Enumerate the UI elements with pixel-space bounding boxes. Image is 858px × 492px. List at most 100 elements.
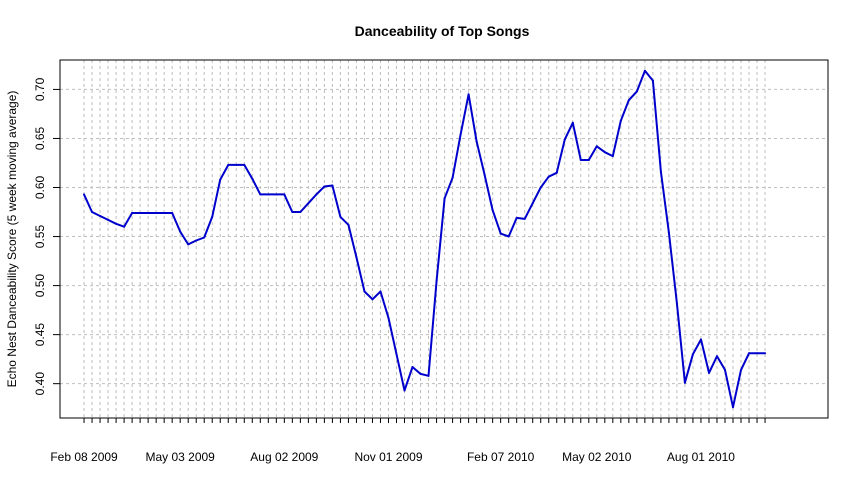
data-point: [740, 368, 743, 371]
data-point: [187, 243, 190, 246]
data-point: [539, 186, 542, 189]
data-point: [595, 145, 598, 148]
data-point: [659, 170, 662, 173]
data-point: [219, 178, 222, 181]
data-point: [499, 232, 502, 235]
data-point: [723, 368, 726, 371]
x-tick-label: Aug 02 2009: [250, 450, 318, 464]
data-point: [547, 175, 550, 178]
x-axis: Feb 08 2009 May 03 2009 Aug 02 2009 Nov 01 …: [50, 418, 766, 464]
data-point: [579, 159, 582, 162]
data-point: [483, 173, 486, 176]
data-point: [307, 202, 310, 205]
data-point: [427, 374, 430, 377]
data-point: [107, 218, 110, 221]
data-point: [299, 211, 302, 214]
data-point: [459, 133, 462, 136]
data-point: [115, 222, 118, 225]
data-point: [227, 163, 230, 166]
data-point: [203, 236, 206, 239]
data-point: [443, 197, 446, 200]
data-point: [491, 209, 494, 212]
y-tick-label: 0.70: [33, 77, 47, 101]
data-point: [123, 225, 126, 228]
data-point: [283, 193, 286, 196]
x-tick-label: Nov 01 2009: [354, 450, 422, 464]
data-point: [619, 119, 622, 122]
data-point: [635, 90, 638, 93]
data-point: [259, 193, 262, 196]
data-point: [515, 216, 518, 219]
y-tick-label: 0.40: [33, 372, 47, 396]
plot-frame: [59, 59, 829, 419]
series-layer: [83, 69, 767, 409]
y-tick-label: 0.65: [33, 126, 47, 150]
data-point: [235, 163, 238, 166]
data-point: [611, 155, 614, 158]
data-point: [411, 365, 414, 368]
data-point: [99, 214, 102, 217]
data-point: [131, 212, 134, 215]
data-point: [683, 381, 686, 384]
series-line: [83, 69, 765, 409]
data-point: [243, 163, 246, 166]
data-point: [147, 212, 150, 215]
y-axis: 0.40 0.45 0.50 0.55 0.60 0.65 0.70: [33, 77, 60, 395]
data-point: [507, 235, 510, 238]
data-point: [603, 151, 606, 154]
x-tick-label: Feb 07 2010: [467, 450, 535, 464]
x-tick-label: May 03 2009: [145, 450, 215, 464]
data-point: [523, 217, 526, 220]
data-point: [756, 352, 759, 355]
data-point: [732, 406, 735, 409]
data-point: [315, 193, 318, 196]
y-tick-label: 0.55: [33, 225, 47, 249]
x-tick-label: Aug 01 2010: [667, 450, 735, 464]
data-point: [171, 212, 174, 215]
data-point: [347, 223, 350, 226]
data-point: [748, 352, 751, 355]
data-point: [395, 353, 398, 356]
data-point: [691, 353, 694, 356]
data-point: [419, 372, 422, 375]
data-point: [291, 211, 294, 214]
data-point: [764, 352, 767, 355]
data-point: [627, 99, 630, 102]
data-point: [715, 355, 718, 358]
data-point: [355, 256, 358, 259]
data-point: [643, 69, 646, 72]
data-point: [91, 211, 94, 214]
data-point: [331, 184, 334, 187]
data-point: [675, 302, 678, 305]
data-point: [435, 279, 438, 282]
chart-title: Danceability of Top Songs: [355, 23, 530, 39]
y-tick-label: 0.60: [33, 176, 47, 200]
data-point: [667, 231, 670, 234]
y-tick-label: 0.50: [33, 274, 47, 298]
data-point: [555, 171, 558, 174]
data-point: [563, 138, 566, 141]
data-point: [651, 79, 654, 82]
y-axis-label: Echo Nest Danceability Score (5 week mov…: [5, 91, 19, 388]
data-point: [707, 371, 710, 374]
x-tick-label: Feb 08 2009: [50, 450, 118, 464]
data-point: [371, 298, 374, 301]
data-point: [379, 290, 382, 293]
data-point: [323, 185, 326, 188]
data-point: [179, 230, 182, 233]
data-point: [275, 193, 278, 196]
data-point: [83, 193, 86, 196]
data-point: [387, 316, 390, 319]
data-point: [155, 212, 158, 215]
data-point: [211, 215, 214, 218]
data-point: [139, 212, 142, 215]
y-tick-label: 0.45: [33, 323, 47, 347]
data-point: [403, 389, 406, 392]
data-point: [571, 121, 574, 124]
data-point: [195, 239, 198, 242]
data-point: [475, 140, 478, 143]
data-point: [451, 176, 454, 179]
data-point: [339, 215, 342, 218]
x-tick-label: May 02 2010: [562, 450, 632, 464]
